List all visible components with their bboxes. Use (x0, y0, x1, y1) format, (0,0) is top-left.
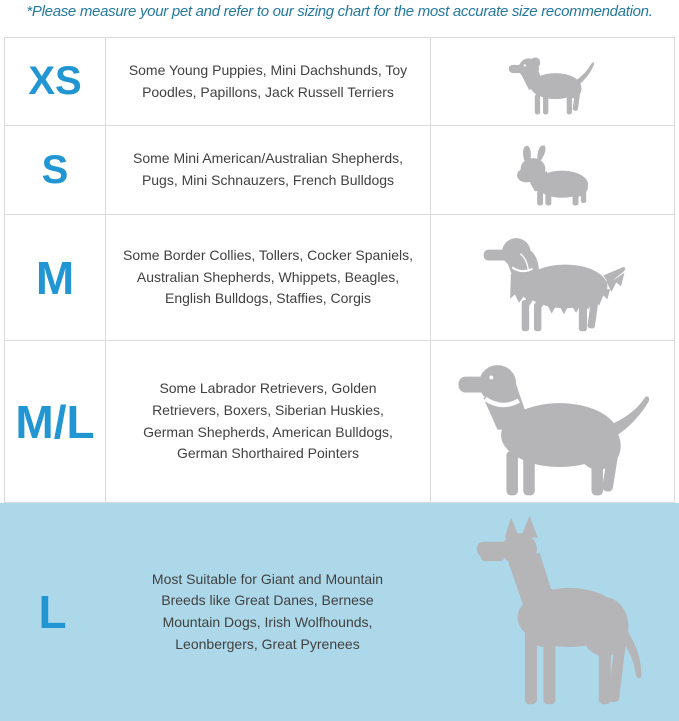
size-label-m: M (5, 215, 106, 340)
sizing-table: XS Some Young Puppies, Mini Dachshunds, … (0, 37, 679, 721)
size-row-ml: M/L Some Labrador Retrievers, Golden Ret… (4, 340, 675, 503)
labrador-retriever-dog-icon (458, 365, 650, 496)
cocker-spaniel-dog-icon (483, 238, 625, 332)
breed-description-l: Most Suitable for Giant and Mountain Bre… (151, 570, 384, 652)
size-label-s: S (5, 126, 106, 214)
measurement-note: *Please measure your pet and refer to ou… (26, 3, 653, 20)
size-label-xs: XS (5, 38, 106, 125)
size-row-m: M Some Border Collies, Tollers, Cocker S… (4, 214, 675, 340)
breed-description-ml: Some Labrador Retrievers, Golden Retriev… (143, 380, 393, 462)
breed-description-xs: Some Young Puppies, Mini Dachshunds, Toy… (128, 61, 408, 100)
breed-description-s: Some Mini American/Australian Shepherds,… (132, 150, 404, 188)
breed-description-m: Some Border Collies, Tollers, Cocker Spa… (123, 246, 413, 307)
size-row-xs: XS Some Young Puppies, Mini Dachshunds, … (4, 37, 675, 125)
size-row-s: S Some Mini American/Australian Shepherd… (4, 125, 675, 214)
size-label-ml: M/L (5, 341, 106, 502)
size-row-l: L Most Suitable for Giant and Mountain B… (0, 503, 679, 721)
jack-russell-terrier-dog-icon (508, 57, 595, 115)
french-bulldog-dog-icon (517, 145, 588, 206)
size-label-l: L (38, 586, 67, 638)
great-dane-dog-icon (476, 515, 642, 705)
